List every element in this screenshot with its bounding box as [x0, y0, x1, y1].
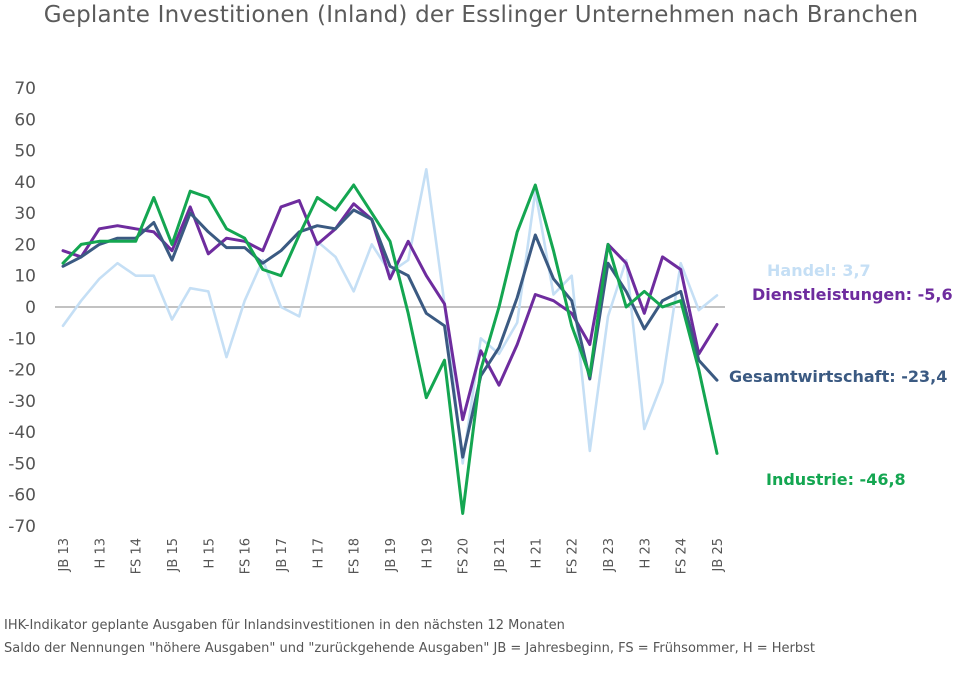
y-tick-label: -20 — [8, 361, 36, 381]
y-tick-label: -30 — [8, 392, 36, 412]
y-tick-label: -40 — [8, 423, 36, 443]
x-tick-label: JB 13 — [57, 538, 72, 572]
x-tick-label: H 17 — [311, 538, 326, 568]
footnote-line-2: Saldo der Nennungen "höhere Ausgaben" un… — [4, 641, 816, 656]
y-tick-label: 30 — [14, 204, 36, 224]
series-line-handel — [61, 168, 719, 465]
series-labels: Handel: 3,7 Dienstleistungen: -5,6 Gesamtw… — [729, 261, 953, 489]
y-tick-label: -70 — [8, 517, 36, 537]
y-tick-label: 10 — [14, 267, 36, 287]
x-tick-label: JB 15 — [166, 538, 181, 572]
series-lines — [61, 168, 719, 515]
x-tick-label: JB 19 — [384, 538, 399, 572]
y-tick-label: 70 — [14, 79, 36, 99]
x-tick-label: FS 22 — [566, 538, 581, 574]
x-tick-label: FS 20 — [457, 538, 472, 574]
y-tick-label: -10 — [8, 329, 36, 349]
x-tick-label: JB 25 — [711, 538, 726, 572]
y-tick-label: -50 — [8, 454, 36, 474]
x-tick-label: FS 16 — [239, 538, 254, 574]
x-tick-label: JB 23 — [602, 538, 617, 572]
y-tick-label: 0 — [25, 298, 36, 318]
x-tick-label: JB 17 — [275, 538, 290, 572]
x-tick-label: FS 18 — [348, 538, 363, 574]
x-tick-label: H 21 — [529, 538, 544, 568]
y-tick-label: 20 — [14, 235, 36, 255]
footnote-line-1: IHK-Indikator geplante Ausgaben für Inla… — [4, 618, 565, 633]
series-line-industrie — [61, 183, 719, 515]
x-tick-label: H 15 — [202, 538, 217, 568]
y-tick-label: 60 — [14, 110, 36, 130]
x-tick-label: H 23 — [638, 538, 653, 568]
series-label-handel: Handel: 3,7 — [767, 261, 871, 280]
x-tick-label: JB 21 — [493, 538, 508, 572]
x-tick-label: FS 24 — [675, 538, 690, 574]
x-tick-label: H 13 — [93, 538, 108, 568]
chart-title: Geplante Investitionen (Inland) der Essl… — [43, 2, 919, 28]
y-tick-label: -60 — [8, 486, 36, 506]
series-line-dienstleistungen — [61, 199, 719, 422]
series-line-gesamtwirtschaft — [61, 208, 719, 459]
y-tick-label: 40 — [14, 173, 36, 193]
y-axis: 70 60 50 40 30 20 10 0 -10 -20 -30 -40 -50 -60 -70 — [8, 79, 36, 537]
y-tick-label: 50 — [14, 142, 36, 162]
line-chart: 70 60 50 40 30 20 10 0 -10 -20 -30 -40 -50 -60 -70 JB … — [8, 79, 953, 574]
series-label-industrie: Industrie: -46,8 — [766, 470, 906, 489]
series-label-dienstleistungen: Dienstleistungen: -5,6 — [752, 285, 953, 304]
x-tick-label: H 19 — [420, 538, 435, 568]
x-tick-label: FS 14 — [130, 538, 145, 574]
x-axis: JB 13 H 13 FS 14 JB 15 H 15 FS 16 JB 17 H 17 FS … — [57, 538, 726, 574]
series-label-gesamtwirtschaft: Gesamtwirtschaft: -23,4 — [729, 367, 947, 386]
